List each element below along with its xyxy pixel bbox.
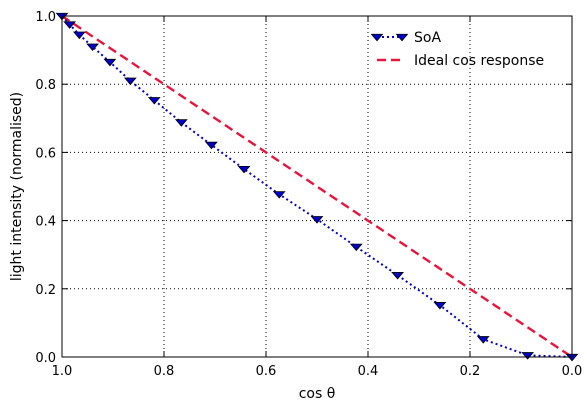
x-axis-title: cos θ xyxy=(299,386,336,402)
soa-point xyxy=(72,31,86,40)
x-tick-label: 0.6 xyxy=(256,364,277,379)
soa-point xyxy=(63,21,77,29)
x-tick-label: 0.8 xyxy=(154,364,175,379)
x-tick-label: 0.2 xyxy=(460,364,481,379)
y-axis-title: light intensity (normalised) xyxy=(9,92,25,281)
soa-point xyxy=(174,119,188,127)
y-tick-label: 0.4 xyxy=(35,215,56,230)
legend-label-ideal-cos-response: Ideal cos response xyxy=(414,53,544,69)
soa-point xyxy=(147,97,161,105)
y-tick-label: 0.0 xyxy=(35,351,56,366)
soa-point xyxy=(310,216,324,224)
soa-point xyxy=(476,336,490,344)
y-tick-label: 0.8 xyxy=(35,78,56,93)
soa-point xyxy=(433,302,447,310)
x-tick-label: 1.0 xyxy=(52,364,73,379)
y-tick-label: 0.2 xyxy=(35,283,56,298)
legend-label-soa: SoA xyxy=(414,30,441,46)
soa-point xyxy=(349,243,363,252)
soa-point xyxy=(86,43,99,52)
y-tick-label: 1.0 xyxy=(35,10,56,25)
plot-frame xyxy=(61,15,573,358)
ideal-cos-response-line xyxy=(61,15,573,358)
soa-point xyxy=(205,141,218,150)
soa-point xyxy=(391,272,404,280)
legend-soa-marker xyxy=(370,33,384,42)
grid-layer xyxy=(62,16,572,357)
legend-marker-layer xyxy=(370,33,409,62)
soa-point xyxy=(237,165,251,174)
y-tick-label: 0.6 xyxy=(35,146,56,161)
soa-point xyxy=(521,352,534,360)
legend: SoA Ideal cos response xyxy=(370,30,544,69)
series-layer xyxy=(55,12,579,362)
soa-point xyxy=(103,58,117,67)
x-tick-label: 0.4 xyxy=(358,364,379,379)
soa-point xyxy=(123,77,137,86)
tick-layer xyxy=(61,15,573,358)
x-tick-label: 0.0 xyxy=(562,364,583,379)
label-layer: 1.0 0.8 0.6 0.4 0.2 0.0 0.0 0.2 0.4 0.6 0.8 1.0 xyxy=(35,10,582,379)
soa-point xyxy=(272,191,286,199)
legend-soa-marker xyxy=(395,33,409,42)
